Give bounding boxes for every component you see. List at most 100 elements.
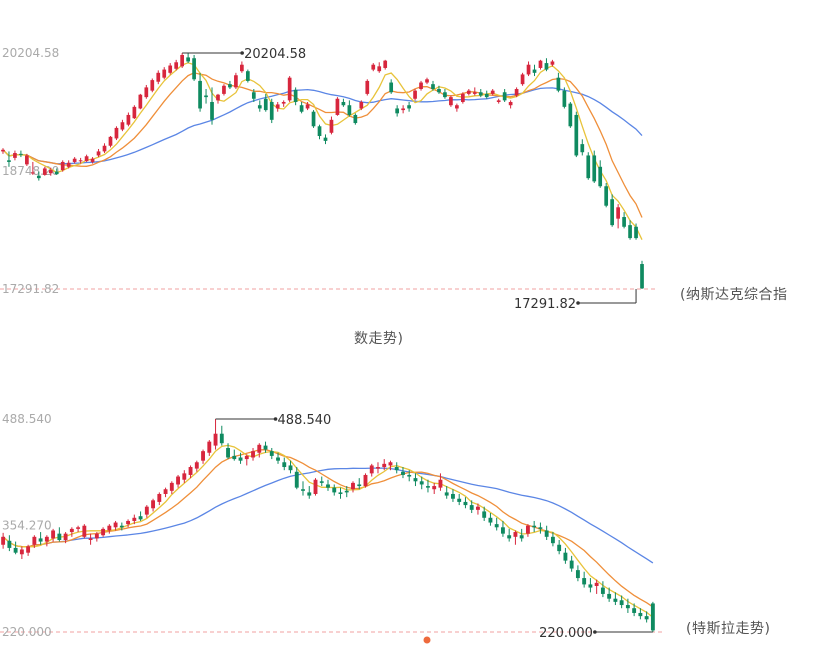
candle-body	[526, 64, 531, 75]
candle-body	[13, 547, 18, 553]
candle	[451, 489, 455, 502]
candle	[628, 220, 632, 240]
candle-body	[198, 80, 202, 109]
candle-body	[25, 155, 29, 165]
candle-body	[26, 546, 31, 553]
candle	[176, 474, 180, 488]
candle	[54, 168, 59, 175]
candle	[569, 555, 574, 572]
candle	[323, 134, 328, 145]
candle-body	[496, 100, 501, 102]
ma30-line	[2, 467, 654, 564]
candle-body	[305, 104, 310, 109]
candle	[313, 478, 318, 496]
candle	[244, 454, 249, 466]
candle-body	[245, 71, 250, 81]
candle-body	[466, 90, 471, 94]
candle	[305, 101, 310, 111]
candle	[226, 443, 230, 460]
candle-body	[363, 474, 368, 487]
candle	[432, 482, 437, 494]
candle	[490, 89, 495, 96]
candle-body	[413, 90, 417, 99]
candle	[138, 93, 143, 110]
candle	[401, 467, 405, 479]
candle	[48, 167, 53, 176]
candle	[232, 449, 237, 461]
candle-body	[638, 612, 643, 617]
candle-body	[377, 66, 382, 72]
candle-body	[507, 535, 512, 539]
candle	[369, 463, 374, 477]
low-marker-dot	[576, 301, 580, 305]
candle	[394, 462, 399, 474]
candle	[108, 136, 113, 148]
candle-body	[1, 536, 6, 545]
candle	[532, 64, 537, 77]
candle-body	[574, 114, 579, 156]
candle	[169, 481, 174, 494]
candle	[383, 59, 388, 70]
candle-body	[407, 474, 412, 477]
candle-body	[557, 544, 562, 552]
candle	[575, 565, 580, 582]
candle-body	[51, 530, 56, 539]
high-marker-dot	[273, 417, 278, 421]
candle	[463, 497, 468, 509]
candle	[625, 598, 630, 613]
candle	[60, 160, 65, 172]
candle	[592, 150, 597, 184]
candle-body	[438, 479, 443, 488]
candle-body	[7, 540, 12, 548]
candle	[301, 481, 305, 496]
candle	[126, 519, 131, 528]
candle	[19, 150, 23, 158]
candle-body	[455, 105, 459, 109]
candle	[162, 67, 167, 80]
candle	[126, 112, 131, 127]
candle	[556, 72, 561, 93]
candle-body	[204, 95, 208, 98]
candle	[163, 487, 168, 498]
candle	[382, 459, 387, 471]
candle-body	[338, 492, 343, 494]
candle-body	[544, 63, 549, 70]
candle	[638, 608, 643, 620]
candle-body	[563, 552, 568, 561]
candle	[460, 92, 465, 104]
candle	[186, 53, 190, 64]
candle	[19, 546, 24, 560]
candle-body	[472, 92, 477, 94]
candle-body	[293, 89, 298, 102]
candle-body	[222, 85, 226, 94]
candle	[257, 100, 262, 112]
candle	[413, 89, 417, 101]
candle	[484, 90, 489, 99]
candle	[151, 498, 156, 512]
candle-body	[482, 511, 487, 518]
candle	[344, 486, 349, 498]
candle	[90, 157, 95, 164]
candle-body	[96, 151, 101, 156]
candle	[144, 84, 149, 99]
candle	[78, 157, 83, 164]
candle-body	[544, 530, 549, 537]
candle	[42, 166, 47, 176]
candle-body	[228, 84, 232, 88]
nasdaq-caption-line2: 数走势)	[354, 331, 404, 347]
candle-body	[257, 105, 262, 109]
candle-body	[613, 598, 618, 602]
candle	[245, 69, 250, 83]
candle-body	[371, 64, 376, 70]
candle-body	[219, 433, 224, 444]
candle-body	[144, 87, 149, 98]
candle-body	[394, 467, 399, 471]
candle-body	[437, 89, 441, 93]
candle	[66, 160, 71, 169]
candle-body	[84, 156, 89, 162]
candle	[616, 204, 620, 229]
candle	[219, 425, 224, 446]
candle-body	[157, 493, 162, 502]
candle-body	[369, 465, 374, 474]
candle-body	[604, 186, 609, 206]
